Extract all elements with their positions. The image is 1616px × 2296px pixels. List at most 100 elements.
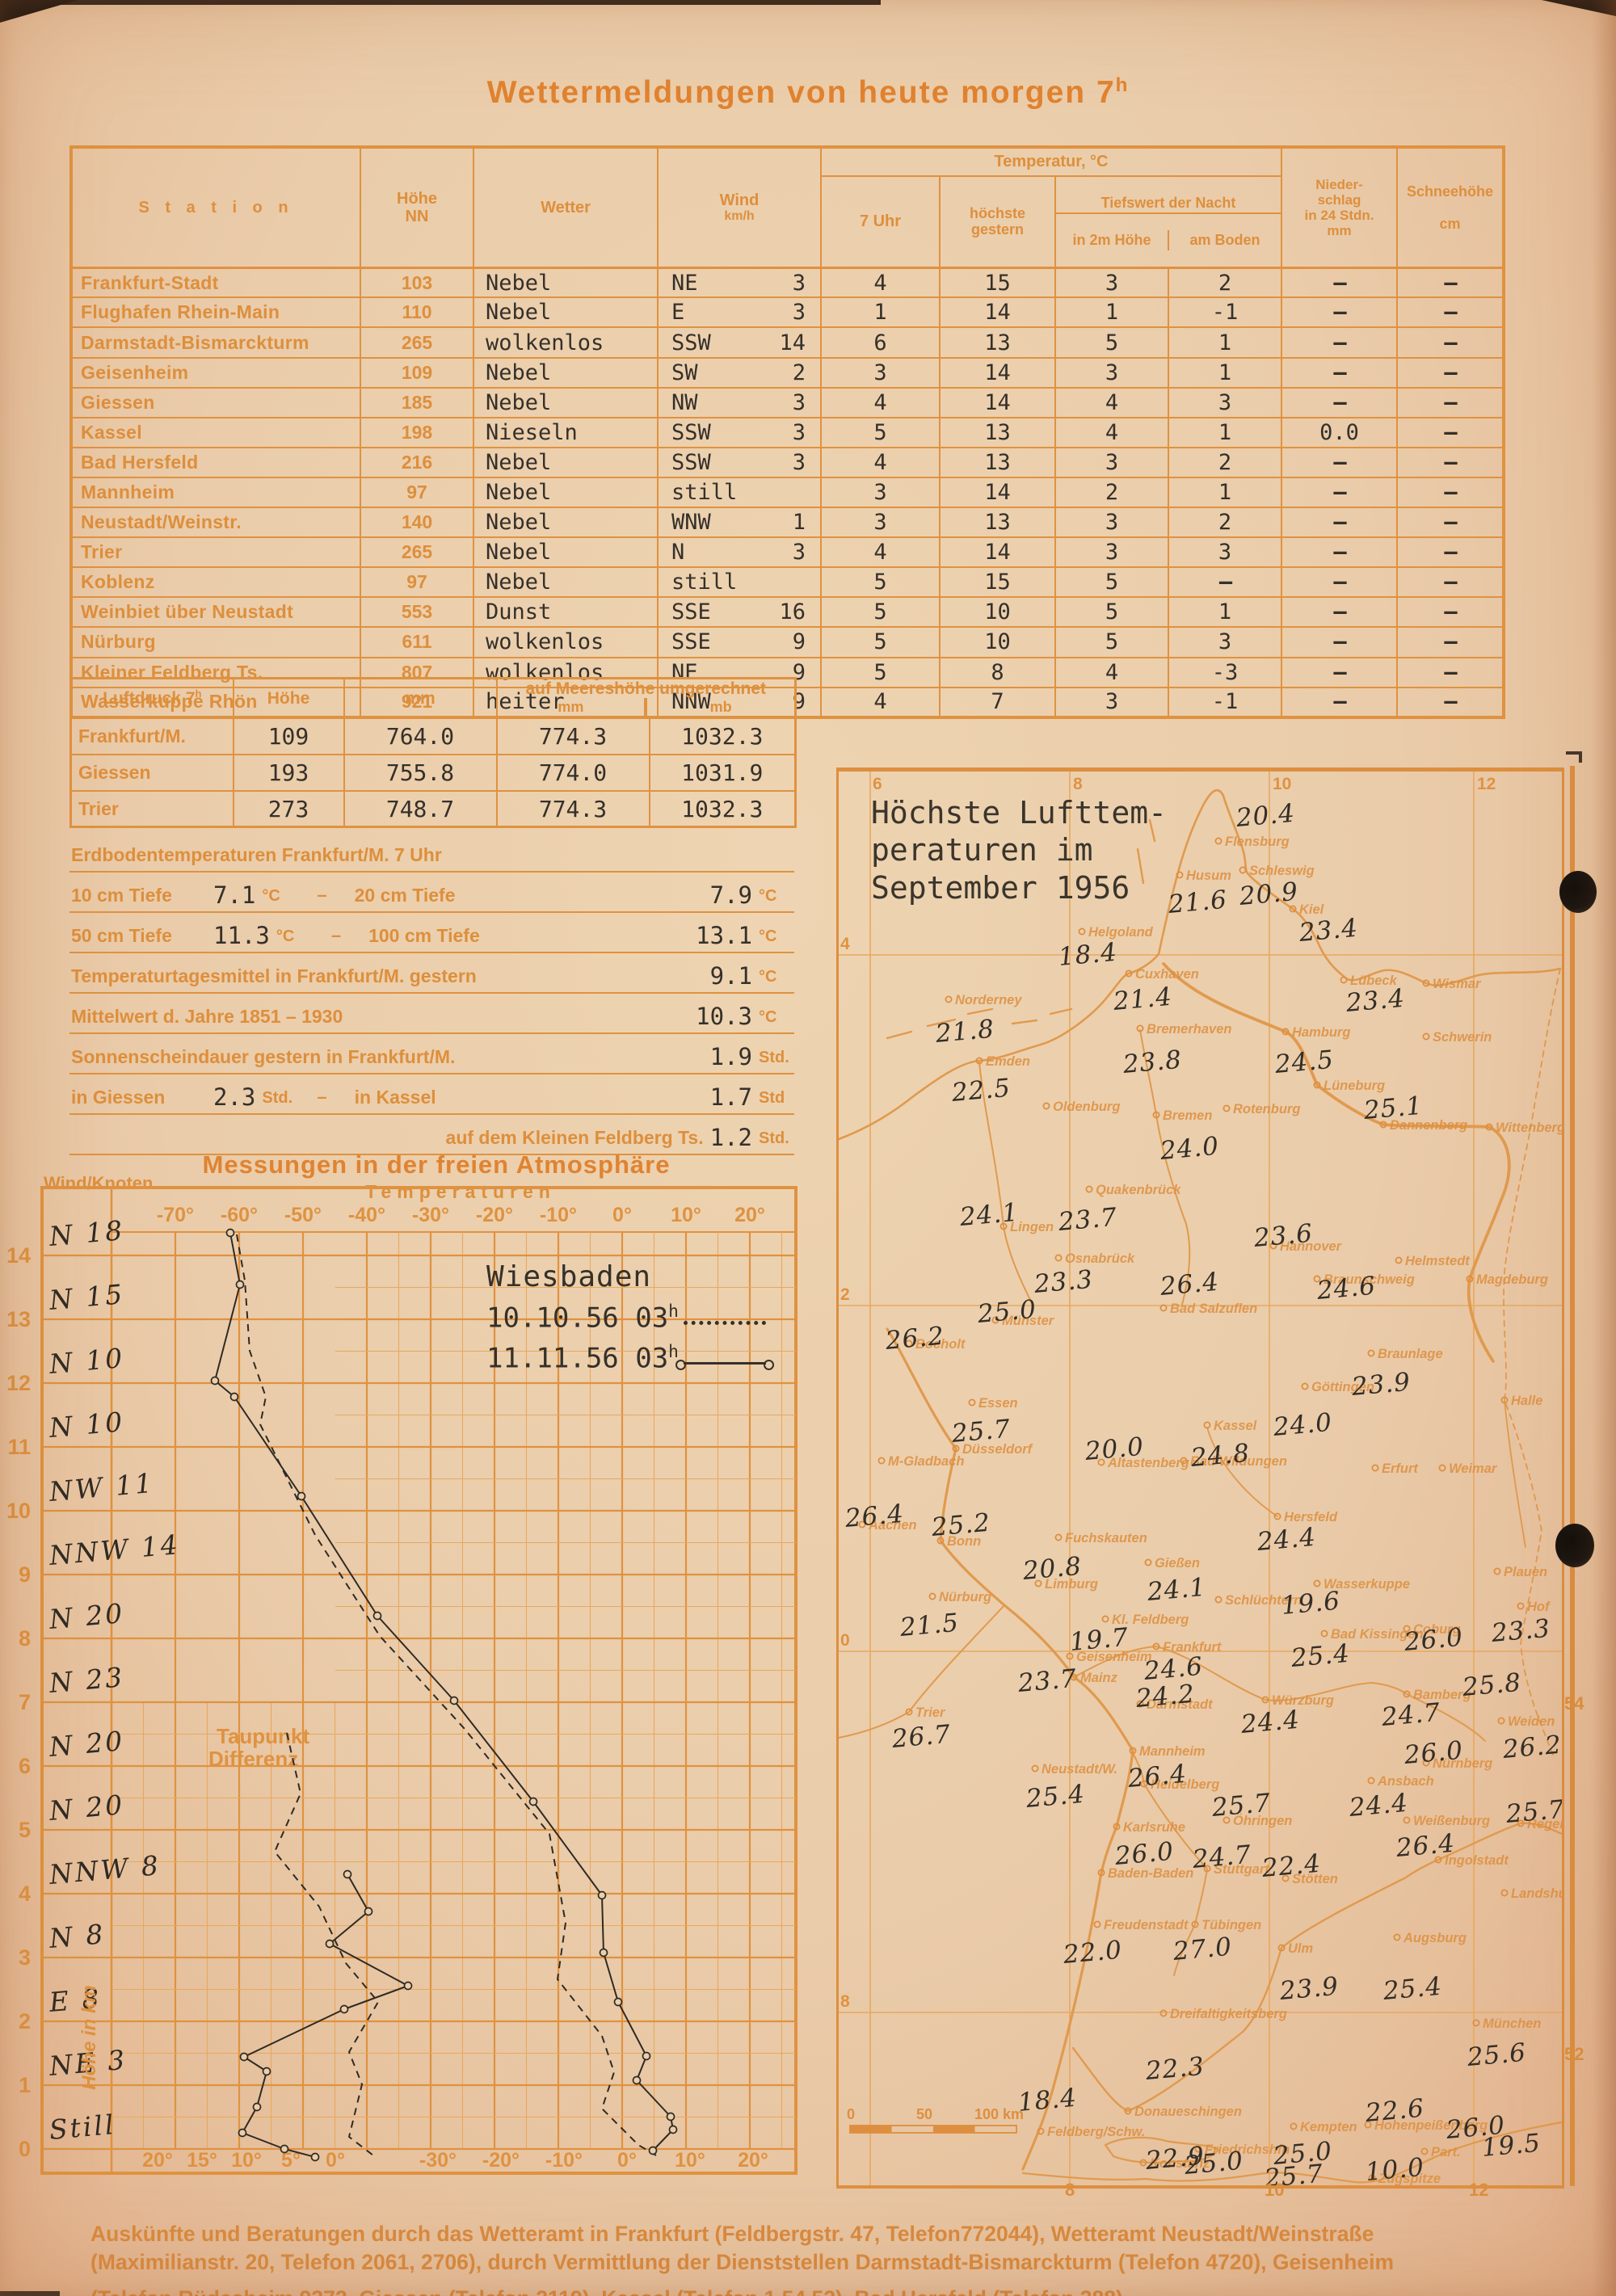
svg-text:10: 10 [6,1499,31,1523]
cell-t7: 4 [820,267,941,299]
col-wind: Wind km/h [657,145,822,269]
wind-entry: E 8 [47,1982,103,2018]
map-city-label: Emden [986,1054,1030,1069]
svg-text:12: 12 [1477,775,1496,793]
cell-wetter: Nieseln [473,416,659,448]
map-city-label: Cuxhaven [1135,967,1199,982]
legend-series-2: 11.11.56 03h [486,1341,806,1375]
cell-station: Trier [70,536,361,569]
page-edge-shadow [1592,0,1616,2296]
map-city-label: Wittenberge [1496,1121,1562,1135]
scan-edge-artifact [0,0,881,5]
cell-station: Geisenheim [70,356,361,389]
punch-hole [1559,871,1597,913]
map-temp-value: 25.7 [949,1415,1012,1449]
station-table-body: Frankfurt-Stadt 103 Nebel NE 3 4 15 3 2– – Flughaf… [70,267,1504,718]
cell-tbod: 1 [1168,356,1282,389]
map-city-label: Schleswig [1249,864,1315,878]
map-city-label: Bocholt [915,1337,966,1352]
cell-tbod: 2 [1168,507,1282,539]
cell-wetter: Nebel [473,267,659,299]
pressure-row: Trier 273 748.7 774.3 1032.3 [69,789,797,828]
map-city-label: Oldenburg [1053,1100,1120,1114]
svg-text:10: 10 [1273,775,1291,793]
cell-nied: – [1281,596,1398,629]
svg-text:0: 0 [847,2106,855,2122]
cell-t2m: 4 [1054,416,1169,448]
svg-text:0°: 0° [326,2149,345,2172]
cell-wetter: Nebel [473,356,659,389]
cell-tbod: 3 [1168,536,1282,569]
scan-edge-artifact [0,2291,60,2296]
cell-t7: 5 [820,596,941,629]
map-city-label: Norderney [955,993,1022,1007]
svg-text:0: 0 [840,1631,850,1650]
col-schneehoehe: Schneehöhe cm [1396,145,1504,269]
map-city-label: Magdeburg [1476,1272,1548,1287]
map-temp-value: 25.8 [1460,1668,1522,1702]
cell-t2m: 3 [1054,267,1169,299]
wind-entry: NNW 8 [47,1849,162,1890]
cell-station: Flughafen Rhein-Main [70,296,361,329]
map-temp-value: 25.0 [975,1295,1037,1329]
map-city-label: Hannover [1280,1239,1343,1254]
svg-text:-10°: -10° [545,2149,583,2172]
map-city-label: Ingolstadt [1445,1853,1509,1868]
map-city-label: Wismar [1433,977,1482,991]
map-lon-label: 12 [1469,2180,1489,2200]
punch-hole [1555,1524,1594,1567]
soil-line: in Giessen 2.3 Std. – in Kassel 1.7 Std [69,1074,794,1115]
pressure-table-header: Luftdruck 7h Höhe mm auf Meereshöhe umge… [69,677,797,719]
map-temp-value: 24.2 [1134,1680,1196,1714]
map-city-label: Baden-Baden [1108,1866,1193,1881]
map-city-label: Gießen [1155,1556,1200,1571]
cell-station: Nürburg [70,626,361,658]
station-row: Darmstadt-Bismarckturm 265 wolkenlos SSW 14 6… [70,326,1504,359]
cell-nied: – [1281,386,1398,418]
cell-t7: 4 [820,386,941,418]
svg-text:-70°: -70° [157,1204,194,1226]
map-lat-label: 52 [1564,2044,1584,2064]
footer-contact-info: Auskünfte und Beratungen durch das Wette… [90,2220,1557,2296]
map-temp-value: 26.4 [1158,1268,1220,1301]
station-row: Weinbiet über Neustadt 553 Dunst SSE 16 5 10 5 1… [70,596,1504,629]
col-station: S t a t i o n [70,145,361,269]
map-city-label: Bremen [1163,1108,1212,1123]
map-temp-value: 23.9 [1349,1368,1412,1402]
wind-entry: N 10 [47,1406,125,1444]
cell-schnee: – [1396,507,1504,539]
map-city-label: Flensburg [1225,835,1290,849]
cell-tmax: 14 [939,476,1056,509]
wind-entry: N 20 [47,1789,125,1827]
map-temp-value: 21.6 [1166,885,1228,919]
cell-nied: – [1281,446,1398,478]
map-city-label: Öhringen [1233,1813,1292,1828]
map-temp-value: 24.0 [1158,1132,1220,1166]
station-row: Bad Hersfeld 216 Nebel SSW 3 4 13 3 2– – [70,446,1504,478]
svg-text:50: 50 [916,2106,932,2122]
map-city-label: Stötten [1292,1872,1338,1886]
svg-text:0°: 0° [612,1204,632,1226]
cell-tmax: 15 [939,267,1056,299]
wind-entry: N 15 [47,1278,125,1316]
map-city-label: Tübingen [1201,1918,1261,1932]
map-temp-value: 22.9 [1143,2142,1206,2176]
cell-t2m: 3 [1054,356,1169,389]
cell-station: Kassel [70,416,361,448]
cell-nied: – [1281,626,1398,658]
chart-temp-axis-label: Temperaturen [365,1181,556,1202]
svg-text:5°: 5° [281,2149,301,2172]
map-city-label: Frankfurt [1163,1640,1223,1655]
map-city-label: Friedrichshfn [1205,2143,1290,2157]
map-city-label: Quakenbrück [1096,1183,1181,1197]
map-lon-label: 10 [1265,2180,1285,2200]
map-temp-value: 26.0 [1113,1837,1175,1871]
map-city-label: Bremerhaven [1147,1022,1231,1037]
soil-line: 10 cm Tiefe 7.1 °C –20 cm Tiefe 7.9 °C [69,873,794,913]
map-temp-value: 22.3 [1143,2052,1206,2086]
station-row: Mannheim 97 Nebel still 3 14 2 1– – [70,476,1504,509]
cell-t7: 4 [820,686,941,718]
cell-hoehe: 265 [360,536,474,569]
footer-line: Auskünfte und Beratungen durch das Wette… [90,2222,1374,2246]
